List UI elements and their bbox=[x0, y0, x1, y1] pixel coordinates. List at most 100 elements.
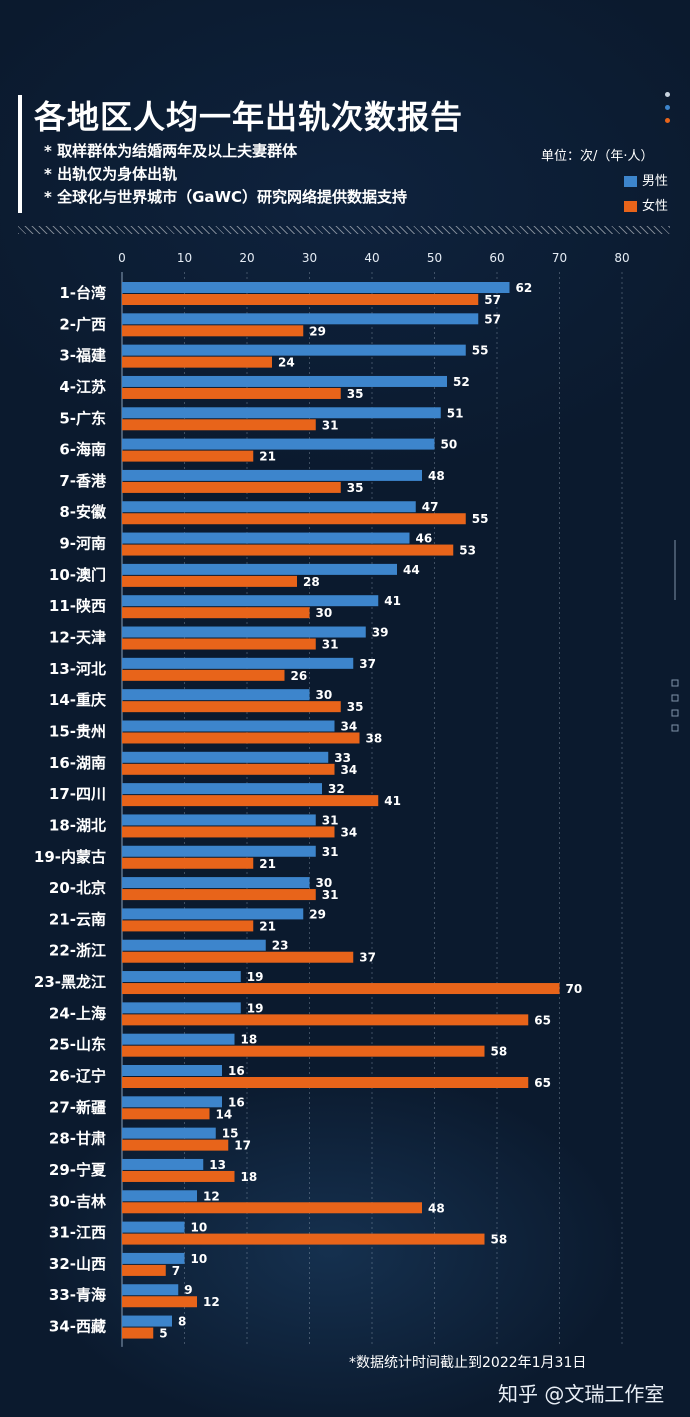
legend-male-swatch bbox=[624, 176, 637, 187]
data-label-female: 31 bbox=[322, 888, 339, 902]
bar-male bbox=[122, 1190, 197, 1202]
bar-female bbox=[122, 1327, 154, 1339]
x-tick-label: 70 bbox=[552, 251, 567, 265]
bar-male bbox=[122, 407, 441, 419]
bar-female bbox=[122, 1014, 529, 1026]
data-label-male: 50 bbox=[441, 438, 458, 452]
data-label-female: 58 bbox=[491, 1233, 508, 1247]
data-label-male: 47 bbox=[422, 500, 439, 514]
side-decoration bbox=[671, 540, 679, 732]
note-2: * 出轨仅为身体出轨 bbox=[44, 165, 178, 183]
title-accent-bar bbox=[18, 95, 22, 213]
x-tick-label: 30 bbox=[302, 251, 317, 265]
bar-female bbox=[122, 701, 341, 713]
bar-female bbox=[122, 356, 272, 368]
data-label-male: 16 bbox=[228, 1095, 245, 1109]
bar-female bbox=[122, 1077, 529, 1088]
data-label-male: 51 bbox=[447, 406, 464, 420]
bar-female bbox=[122, 920, 254, 932]
bar-male bbox=[122, 751, 329, 763]
data-label-male: 30 bbox=[316, 688, 333, 702]
data-label-male: 41 bbox=[384, 594, 401, 608]
data-label-female: 5 bbox=[159, 1327, 167, 1341]
bar-female bbox=[122, 638, 316, 650]
bar-male bbox=[122, 438, 435, 450]
bar-male bbox=[122, 814, 316, 826]
data-label-female: 41 bbox=[384, 794, 401, 808]
bar-male bbox=[122, 877, 310, 889]
data-label-female: 26 bbox=[291, 669, 308, 683]
category-label: 30-吉林 bbox=[49, 1192, 107, 1210]
category-label: 14-重庆 bbox=[49, 691, 106, 709]
data-label-female: 57 bbox=[484, 293, 501, 307]
data-label-female: 21 bbox=[259, 857, 276, 871]
data-label-male: 33 bbox=[334, 751, 351, 765]
bar-female bbox=[122, 294, 479, 305]
source-note: *数据统计时间截止到2022年1月31日 bbox=[349, 1355, 587, 1371]
bar-male bbox=[122, 282, 510, 293]
bar-male bbox=[122, 1033, 235, 1045]
bar-female bbox=[122, 513, 466, 525]
data-label-male: 10 bbox=[191, 1221, 208, 1235]
category-label: 27-新疆 bbox=[49, 1098, 106, 1116]
decorative-dots bbox=[665, 92, 670, 131]
bar-male bbox=[122, 1284, 179, 1296]
bar-male bbox=[122, 313, 479, 325]
data-label-female: 28 bbox=[303, 575, 320, 589]
bar-female bbox=[122, 1170, 235, 1182]
category-label: 11-陕西 bbox=[49, 597, 106, 615]
category-label: 5-广东 bbox=[59, 409, 106, 427]
unit-label: 单位：次/（年·人） bbox=[541, 149, 654, 164]
bar-male bbox=[122, 1065, 222, 1076]
category-label: 12-天津 bbox=[49, 629, 106, 647]
data-label-male: 31 bbox=[322, 845, 339, 859]
category-label: 26-辽宁 bbox=[49, 1067, 106, 1085]
bar-male bbox=[122, 344, 466, 356]
bar-female bbox=[122, 732, 360, 744]
category-label: 25-山东 bbox=[49, 1036, 106, 1054]
bar-female bbox=[122, 983, 560, 995]
bar-male bbox=[122, 1315, 172, 1327]
page-title: 各地区人均一年出轨次数报告 bbox=[34, 98, 464, 136]
bar-female bbox=[122, 669, 285, 681]
data-label-male: 31 bbox=[322, 813, 339, 827]
data-label-male: 62 bbox=[516, 281, 533, 295]
bar-male bbox=[122, 1158, 204, 1170]
category-label: 17-四川 bbox=[49, 785, 106, 803]
category-label: 10-澳门 bbox=[49, 566, 106, 584]
bar-male bbox=[122, 1127, 216, 1139]
category-label: 34-西藏 bbox=[49, 1318, 106, 1336]
data-label-male: 57 bbox=[484, 312, 501, 326]
data-label-male: 8 bbox=[178, 1315, 186, 1329]
bar-female bbox=[122, 607, 310, 619]
bar-male bbox=[122, 563, 397, 575]
data-label-female: 30 bbox=[316, 606, 333, 620]
bar-male bbox=[122, 689, 310, 701]
notes: * 取样群体为结婚两年及以上夫妻群体 * 出轨仅为身体出轨 * 全球化与世界城市… bbox=[44, 140, 407, 209]
data-label-male: 29 bbox=[309, 907, 326, 921]
data-label-female: 12 bbox=[203, 1295, 220, 1309]
hatch-divider bbox=[18, 226, 670, 234]
bar-male bbox=[122, 908, 304, 920]
data-label-female: 31 bbox=[322, 418, 339, 432]
data-label-female: 65 bbox=[534, 1013, 551, 1027]
data-label-female: 70 bbox=[566, 982, 583, 996]
x-tick-label: 80 bbox=[614, 251, 629, 265]
category-label: 2-广西 bbox=[59, 315, 106, 333]
category-label: 9-河南 bbox=[59, 535, 106, 553]
data-label-female: 65 bbox=[534, 1076, 551, 1090]
data-label-male: 48 bbox=[428, 469, 445, 483]
data-label-female: 24 bbox=[278, 356, 295, 370]
category-label: 15-贵州 bbox=[49, 722, 106, 740]
data-label-male: 32 bbox=[328, 782, 345, 796]
bar-male bbox=[122, 1002, 241, 1014]
data-label-male: 55 bbox=[472, 344, 489, 358]
bar-female bbox=[122, 481, 341, 493]
bar-female bbox=[122, 544, 454, 556]
data-label-female: 17 bbox=[234, 1139, 251, 1153]
category-label: 31-江西 bbox=[49, 1224, 106, 1242]
bar-female bbox=[122, 1045, 485, 1057]
note-1: * 取样群体为结婚两年及以上夫妻群体 bbox=[44, 142, 298, 160]
